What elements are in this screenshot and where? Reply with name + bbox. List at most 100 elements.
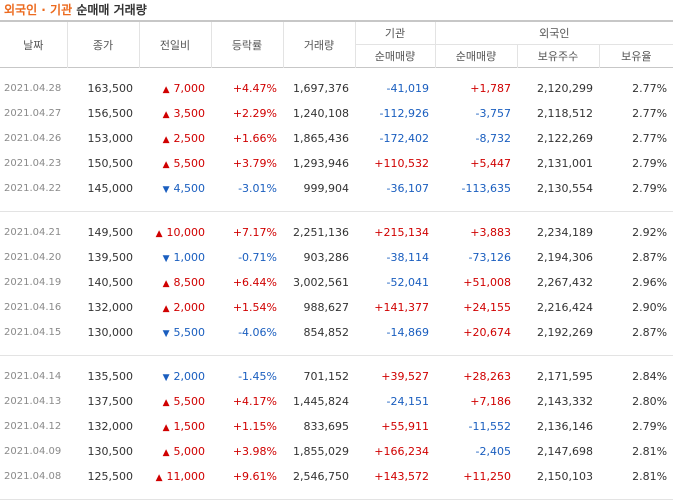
trading-table: 날짜 종가 전일비 등락률 거래량 기관 외국인 순매매량 순매매량 보유주수 … bbox=[0, 20, 673, 500]
cell-rate: +4.47% bbox=[232, 82, 277, 95]
change-value: 3,500 bbox=[173, 107, 206, 120]
header-foreign: 외국인 bbox=[434, 21, 673, 45]
cell-close: 156,500 bbox=[87, 107, 134, 120]
cell-foreign: +5,447 bbox=[470, 157, 511, 170]
change-value: 11,000 bbox=[166, 470, 206, 483]
header-rate: 등락률 bbox=[210, 21, 283, 68]
cell-hold: 2,267,432 bbox=[537, 276, 593, 289]
cell-change: ▲ 2,000 bbox=[139, 295, 211, 320]
cell-date: 2021.04.22 bbox=[4, 183, 62, 194]
title-separator: · bbox=[37, 3, 51, 17]
change-value: 1,000 bbox=[173, 251, 206, 264]
cell-inst: -38,114 bbox=[386, 251, 429, 264]
cell-foreign: +7,186 bbox=[470, 395, 511, 408]
cell-volume: 988,627 bbox=[303, 301, 350, 314]
cell-ratio: 2.79% bbox=[632, 182, 668, 195]
cell-close: 132,000 bbox=[87, 420, 134, 433]
arrow-up-icon: ▲ bbox=[155, 473, 163, 483]
cell-change: ▲ 1,500 bbox=[139, 414, 211, 439]
cell-ratio: 2.77% bbox=[632, 132, 668, 145]
cell-ratio: 2.81% bbox=[632, 445, 668, 458]
cell-date: 2021.04.27 bbox=[4, 108, 62, 119]
cell-date: 2021.04.16 bbox=[4, 302, 62, 313]
table-row: 2021.04.27 156,500 ▲ 3,500 +2.29% 1,240,108 -1… bbox=[0, 101, 673, 126]
cell-inst: +39,527 bbox=[381, 370, 429, 383]
table-row: 2021.04.28 163,500 ▲ 7,000 +4.47% 1,697,376 -4… bbox=[0, 76, 673, 101]
section-title: 외국인 · 기관 순매매 거래량 bbox=[0, 0, 673, 20]
group-divider bbox=[0, 489, 673, 500]
table-row: 2021.04.13 137,500 ▲ 5,500 +4.17% 1,445,824 -2… bbox=[0, 389, 673, 414]
cell-rate: +1.15% bbox=[232, 420, 277, 433]
cell-date: 2021.04.28 bbox=[4, 83, 62, 94]
cell-foreign: +20,674 bbox=[463, 326, 511, 339]
arrow-up-icon: ▲ bbox=[162, 85, 170, 95]
arrow-up-icon: ▲ bbox=[162, 423, 170, 433]
cell-foreign: +1,787 bbox=[470, 82, 511, 95]
cell-change: ▲ 5,500 bbox=[139, 389, 211, 414]
cell-hold: 2,131,001 bbox=[537, 157, 593, 170]
cell-close: 145,000 bbox=[87, 182, 134, 195]
change-value: 4,500 bbox=[173, 182, 206, 195]
cell-hold: 2,171,595 bbox=[537, 370, 593, 383]
cell-foreign: -113,635 bbox=[461, 182, 511, 195]
cell-inst: -112,926 bbox=[379, 107, 429, 120]
cell-change: ▲ 8,500 bbox=[139, 270, 211, 295]
cell-hold: 2,130,554 bbox=[537, 182, 593, 195]
cell-change: ▼ 2,000 bbox=[139, 364, 211, 389]
cell-hold: 2,120,299 bbox=[537, 82, 593, 95]
cell-volume: 3,002,561 bbox=[293, 276, 349, 289]
change-value: 1,500 bbox=[173, 420, 206, 433]
cell-inst: -172,402 bbox=[379, 132, 429, 145]
cell-ratio: 2.77% bbox=[632, 82, 668, 95]
cell-hold: 2,147,698 bbox=[537, 445, 593, 458]
spacer-cell bbox=[0, 68, 673, 77]
header-institution: 기관 bbox=[354, 21, 435, 45]
cell-ratio: 2.87% bbox=[632, 326, 668, 339]
table-row: 2021.04.21 149,500 ▲ 10,000 +7.17% 2,251,136 +… bbox=[0, 220, 673, 245]
cell-inst: +166,234 bbox=[374, 445, 429, 458]
cell-date: 2021.04.09 bbox=[4, 446, 62, 457]
cell-rate: +3.98% bbox=[232, 445, 277, 458]
cell-rate: +6.44% bbox=[232, 276, 277, 289]
cell-inst: +141,377 bbox=[374, 301, 429, 314]
cell-volume: 2,546,750 bbox=[293, 470, 349, 483]
cell-inst: -36,107 bbox=[386, 182, 429, 195]
header-volume: 거래량 bbox=[282, 21, 355, 68]
cell-change: ▼ 5,500 bbox=[139, 320, 211, 345]
table-header: 날짜 종가 전일비 등락률 거래량 기관 외국인 순매매량 순매매량 보유주수 … bbox=[0, 21, 673, 68]
group-divider bbox=[0, 345, 673, 356]
cell-rate: +7.17% bbox=[232, 226, 277, 239]
cell-inst: +55,911 bbox=[381, 420, 429, 433]
table-row: 2021.04.16 132,000 ▲ 2,000 +1.54% 988,627 +141… bbox=[0, 295, 673, 320]
change-value: 5,000 bbox=[173, 445, 206, 458]
table-row: 2021.04.19 140,500 ▲ 8,500 +6.44% 3,002,561 -5… bbox=[0, 270, 673, 295]
header-foreign-hold: 보유주수 bbox=[516, 44, 599, 68]
cell-change: ▲ 10,000 bbox=[139, 220, 211, 245]
cell-ratio: 2.90% bbox=[632, 301, 668, 314]
cell-volume: 903,286 bbox=[303, 251, 350, 264]
cell-date: 2021.04.26 bbox=[4, 133, 62, 144]
cell-volume: 1,445,824 bbox=[293, 395, 349, 408]
cell-ratio: 2.79% bbox=[632, 157, 668, 170]
divider-cell bbox=[0, 345, 673, 356]
change-value: 8,500 bbox=[173, 276, 206, 289]
cell-close: 135,500 bbox=[87, 370, 134, 383]
cell-inst: +143,572 bbox=[374, 470, 429, 483]
cell-volume: 1,697,376 bbox=[293, 82, 349, 95]
arrow-up-icon: ▲ bbox=[162, 160, 170, 170]
cell-ratio: 2.96% bbox=[632, 276, 668, 289]
cell-rate: +1.66% bbox=[232, 132, 277, 145]
cell-change: ▼ 4,500 bbox=[139, 176, 211, 201]
table-row: 2021.04.23 150,500 ▲ 5,500 +3.79% 1,293,946 +1… bbox=[0, 151, 673, 176]
cell-hold: 2,150,103 bbox=[537, 470, 593, 483]
spacer-cell bbox=[0, 212, 673, 221]
cell-date: 2021.04.13 bbox=[4, 396, 62, 407]
cell-inst: -24,151 bbox=[386, 395, 429, 408]
cell-volume: 1,240,108 bbox=[293, 107, 349, 120]
cell-foreign: +51,008 bbox=[463, 276, 511, 289]
cell-foreign: -11,552 bbox=[468, 420, 511, 433]
cell-volume: 1,855,029 bbox=[293, 445, 349, 458]
cell-rate: -1.45% bbox=[238, 370, 277, 383]
cell-close: 130,500 bbox=[87, 445, 134, 458]
header-foreign-ratio: 보유율 bbox=[598, 44, 673, 68]
